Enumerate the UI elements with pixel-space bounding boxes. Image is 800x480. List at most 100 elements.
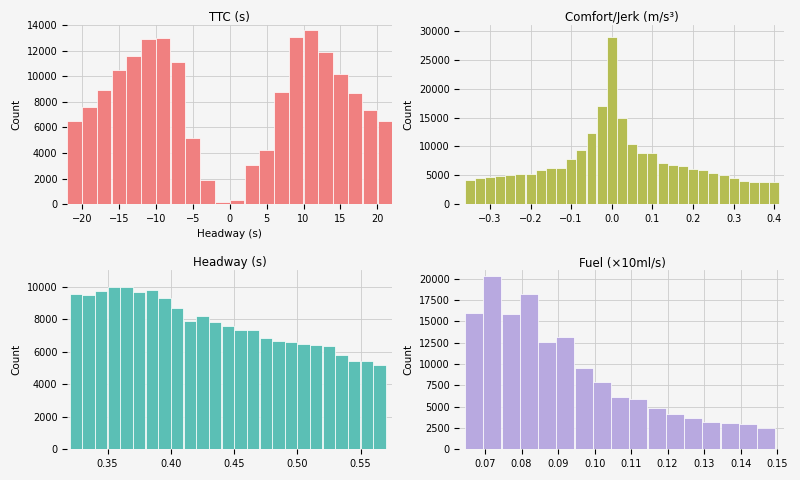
Bar — [597, 106, 606, 204]
Bar — [245, 165, 259, 204]
Bar — [289, 37, 303, 204]
Bar — [648, 408, 666, 449]
Bar — [607, 37, 617, 204]
Bar — [485, 177, 495, 204]
Bar — [647, 154, 658, 204]
Bar — [483, 276, 502, 449]
Bar — [770, 182, 779, 204]
Bar — [215, 202, 230, 204]
Bar — [566, 158, 576, 204]
Bar — [465, 313, 483, 449]
Bar — [729, 178, 738, 204]
Title: Headway (s): Headway (s) — [193, 256, 266, 269]
Bar — [318, 52, 333, 204]
Bar — [698, 170, 708, 204]
Title: Fuel (×10ml/s): Fuel (×10ml/s) — [578, 256, 666, 269]
Bar — [348, 93, 362, 204]
Bar — [556, 337, 574, 449]
Bar — [586, 133, 597, 204]
Bar — [133, 292, 146, 449]
Y-axis label: Count: Count — [403, 344, 414, 375]
Bar — [749, 181, 759, 204]
Bar — [759, 181, 769, 204]
Y-axis label: Count: Count — [403, 99, 414, 130]
Bar — [141, 39, 156, 204]
Bar — [721, 423, 738, 449]
Bar — [82, 296, 95, 449]
X-axis label: Headway (s): Headway (s) — [198, 229, 262, 240]
Bar — [362, 109, 378, 204]
Bar — [361, 360, 373, 449]
Bar — [630, 399, 647, 449]
Bar — [739, 424, 757, 449]
Bar — [335, 355, 348, 449]
Bar — [158, 298, 170, 449]
Bar — [593, 382, 611, 449]
Title: Comfort/Jerk (m/s³): Comfort/Jerk (m/s³) — [565, 11, 679, 24]
Bar — [546, 168, 556, 204]
Bar — [234, 330, 246, 449]
Bar — [718, 175, 729, 204]
Bar — [230, 200, 244, 204]
Bar — [209, 322, 222, 449]
Bar — [758, 428, 775, 449]
Bar — [67, 121, 82, 204]
Bar — [348, 360, 361, 449]
Bar — [184, 321, 196, 449]
Bar — [617, 118, 627, 204]
Bar — [112, 70, 126, 204]
Y-axis label: Count: Count — [11, 99, 21, 130]
Bar — [82, 107, 97, 204]
Bar — [108, 288, 120, 449]
Bar — [298, 344, 310, 449]
Bar — [126, 56, 141, 204]
Bar — [272, 341, 285, 449]
Bar — [200, 180, 214, 204]
Bar — [658, 163, 667, 204]
Bar — [611, 397, 629, 449]
Bar — [576, 150, 586, 204]
Bar — [520, 294, 538, 449]
Bar — [171, 309, 183, 449]
Bar — [678, 166, 688, 204]
Bar — [538, 342, 556, 449]
Bar — [708, 173, 718, 204]
Bar — [322, 346, 335, 449]
Title: TTC (s): TTC (s) — [210, 11, 250, 24]
Bar — [688, 169, 698, 204]
Bar — [739, 180, 749, 204]
Bar — [574, 368, 593, 449]
Bar — [627, 144, 637, 204]
Bar — [259, 338, 272, 449]
Bar — [222, 325, 234, 449]
Bar — [146, 290, 158, 449]
Bar — [515, 174, 526, 204]
Bar — [196, 316, 209, 449]
Bar — [702, 422, 720, 449]
Bar — [120, 287, 133, 449]
Bar — [156, 38, 170, 204]
Bar — [304, 30, 318, 204]
Bar — [668, 165, 678, 204]
Bar — [638, 154, 647, 204]
Bar — [502, 314, 519, 449]
Bar — [259, 151, 274, 204]
Bar — [310, 345, 322, 449]
Y-axis label: Count: Count — [11, 344, 22, 375]
Bar — [374, 365, 386, 449]
Bar — [285, 342, 297, 449]
Bar — [684, 418, 702, 449]
Bar — [474, 178, 485, 204]
Bar — [334, 74, 348, 204]
Bar — [274, 92, 289, 204]
Bar — [186, 138, 200, 204]
Bar — [556, 168, 566, 204]
Bar — [378, 121, 392, 204]
Bar — [97, 90, 111, 204]
Bar — [95, 291, 107, 449]
Bar — [247, 330, 259, 449]
Bar — [465, 180, 474, 204]
Bar — [70, 294, 82, 449]
Bar — [526, 174, 535, 204]
Bar — [666, 414, 684, 449]
